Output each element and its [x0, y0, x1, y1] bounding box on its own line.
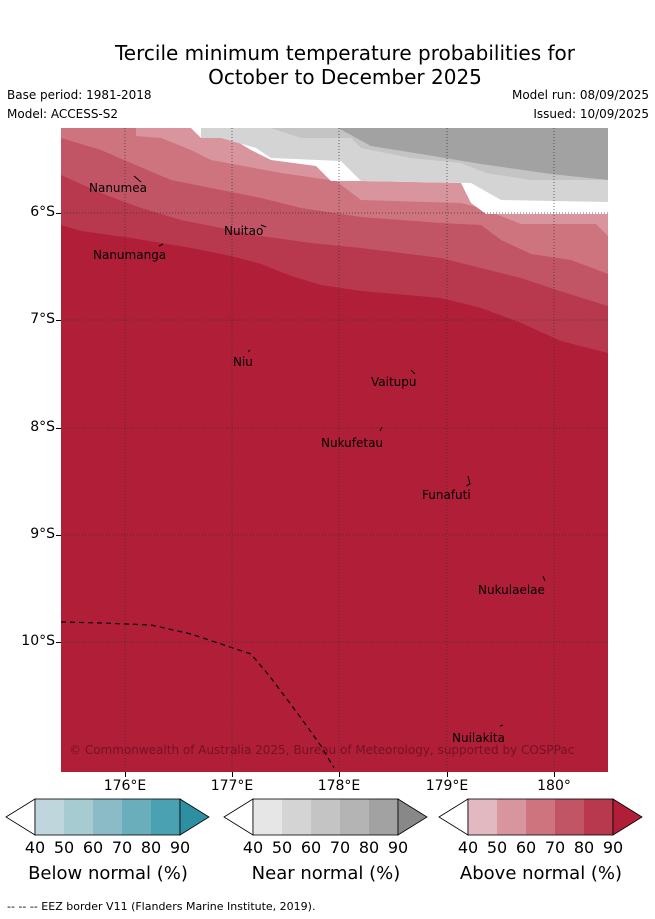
colorbar-tick-label: 60 — [515, 838, 537, 857]
colorbar-tick-label: 40 — [457, 838, 479, 857]
colorbar-segment — [497, 799, 526, 835]
colorbar-tick-label: 80 — [573, 838, 595, 857]
colorbar-tick-label: 70 — [329, 838, 351, 857]
colorbar-tick-label: 40 — [24, 838, 46, 857]
colorbar-tick-label: 50 — [271, 838, 293, 857]
colorbar-tick-label: 90 — [602, 838, 624, 857]
issued-date: Issued: 10/09/2025 — [533, 107, 649, 121]
lat-tick — [56, 320, 61, 321]
place-label: Vaitupu — [371, 375, 417, 389]
colorbar-segment — [122, 799, 151, 835]
lat-label: 7°S — [30, 311, 55, 327]
place-label: Nukufetau — [321, 436, 383, 450]
place-label: Nuitao — [224, 224, 263, 238]
colorbar-tick-label: 80 — [358, 838, 380, 857]
below-normal-colorbar-title: Below normal (%) — [28, 863, 188, 884]
colorbar-tick-label: 50 — [486, 838, 508, 857]
lat-tick — [56, 642, 61, 643]
copyright-notice: © Commonwealth of Australia 2025, Bureau… — [69, 743, 574, 757]
colorbar-segment — [369, 799, 398, 835]
colorbar-low-extend — [438, 798, 469, 836]
colorbar-tick-label: 80 — [140, 838, 162, 857]
colorbar-legends — [5, 798, 643, 836]
colorbar-tick-label: 70 — [544, 838, 566, 857]
model-run: Model run: 08/09/2025 — [511, 88, 649, 102]
lat-label: 8°S — [30, 419, 55, 435]
eez-border-line — [61, 621, 335, 769]
lon-tick — [554, 772, 555, 777]
place-label: Nuilakita — [452, 731, 505, 745]
colorbar-segment — [526, 799, 555, 835]
lon-label: 179°E — [425, 778, 469, 794]
lon-tick — [339, 772, 340, 777]
above-normal-colorbar — [438, 798, 643, 836]
colorbar-segment — [64, 799, 93, 835]
probability-map: Nanumea Nuitao Nanumanga Niu Vaitupu Nuk… — [61, 128, 608, 772]
lat-label: 10°S — [21, 633, 55, 649]
map-title-line1: Tercile minimum temperature probabilitie… — [114, 41, 576, 65]
lat-label: 6°S — [30, 204, 55, 220]
near-normal-colorbar — [223, 798, 428, 836]
colorbar-segment — [93, 799, 122, 835]
graticule — [61, 128, 608, 772]
near-normal-80-region — [338, 128, 608, 180]
colorbar-tick-label: 40 — [242, 838, 264, 857]
colorbar-segment — [35, 799, 64, 835]
colorbar-segment — [468, 799, 497, 835]
lat-tick — [56, 535, 61, 536]
colorbar-tick-label: 50 — [53, 838, 75, 857]
lat-tick — [56, 428, 61, 429]
place-label: Nanumea — [89, 181, 147, 195]
colorbar-high-extend — [612, 798, 643, 836]
lon-tick — [447, 772, 448, 777]
colorbar-low-extend — [5, 798, 36, 836]
colorbar-tick-label: 60 — [300, 838, 322, 857]
island-outlines — [133, 175, 546, 727]
colorbar-segment — [282, 799, 311, 835]
colorbar-segment — [555, 799, 584, 835]
lat-tick — [56, 213, 61, 214]
colorbar-segment — [253, 799, 282, 835]
eez-footnote: -- -- -- EEZ border V11 (Flanders Marine… — [7, 900, 316, 913]
model-name: Model: ACCESS-S2 — [7, 107, 119, 121]
place-label: Nanumanga — [93, 248, 166, 262]
lon-tick — [125, 772, 126, 777]
colorbar-tick-label: 90 — [387, 838, 409, 857]
colorbar-tick-label: 90 — [169, 838, 191, 857]
lon-label: 178°E — [317, 778, 361, 794]
place-label: Funafuti — [422, 488, 471, 502]
colorbar-segment — [311, 799, 340, 835]
place-label: Niu — [233, 355, 253, 369]
colorbar-segment — [151, 799, 180, 835]
colorbar-high-extend — [397, 798, 428, 836]
colorbar-high-extend — [179, 798, 210, 836]
colorbar-segment — [584, 799, 613, 835]
base-period: Base period: 1981-2018 — [7, 88, 152, 102]
colorbar-low-extend — [223, 798, 254, 836]
above-normal-colorbar-title: Above normal (%) — [459, 863, 623, 884]
colorbar-tick-label: 70 — [111, 838, 133, 857]
lon-label: 177°E — [210, 778, 254, 794]
below-normal-colorbar — [5, 798, 210, 836]
map-title-line2: October to December 2025 — [208, 65, 482, 89]
near-normal-colorbar-title: Near normal (%) — [251, 863, 401, 884]
lat-label: 9°S — [30, 526, 55, 542]
lon-tick — [232, 772, 233, 777]
colorbar-segment — [340, 799, 369, 835]
lon-label: 176°E — [103, 778, 147, 794]
lon-label: 180° — [537, 778, 571, 794]
place-label: Nukulaelae — [478, 583, 545, 597]
colorbar-tick-label: 60 — [82, 838, 104, 857]
